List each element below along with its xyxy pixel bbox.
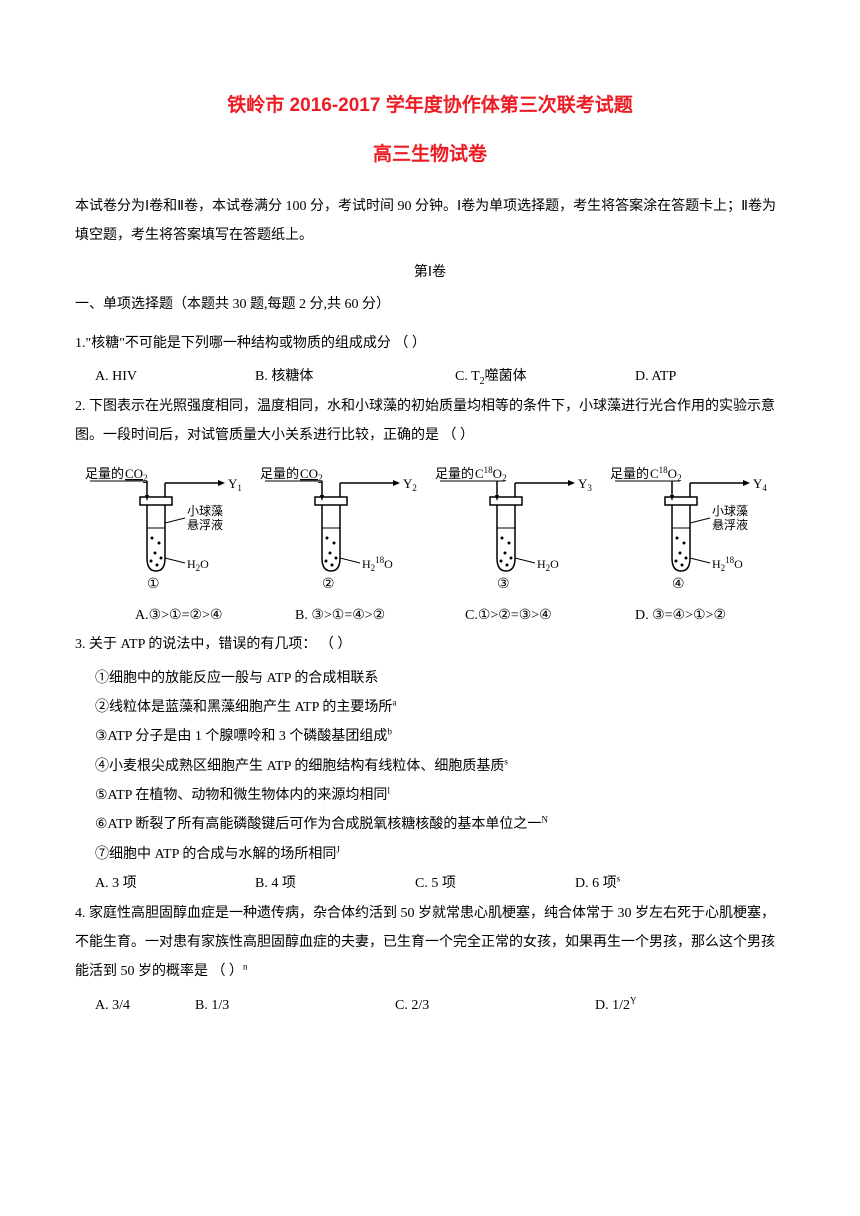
q3-item-7: ⑦细胞中 ATP 的合成与水解的场所相同J [75, 840, 785, 869]
q2-option-a: A.③>①=②>④ [135, 601, 295, 630]
question-1: 1."核糖"不可能是下列哪一种结构或物质的组成成分 （ ） [75, 329, 785, 358]
section-description: 一、单项选择题（本题共 30 题,每题 2 分,共 60 分） [75, 291, 785, 319]
question-3: 3. 关于 ATP 的说法中，错误的有几项： （ ） [75, 630, 785, 659]
exam-title: 铁岭市 2016-2017 学年度协作体第三次联考试题 [75, 90, 785, 117]
svg-text:足量的: 足量的 [610, 466, 649, 481]
svg-text:Y2: Y2 [403, 476, 417, 493]
svg-text:①: ① [147, 577, 160, 592]
q4-option-c: C. 2/3 [395, 991, 595, 1020]
svg-text:Y3: Y3 [578, 476, 592, 493]
q1-option-b: B. 核糖体 [255, 362, 455, 392]
flask-diagram-2: 足量的 CO2 Y2 H218O ② [260, 463, 425, 593]
svg-text:CO2: CO2 [300, 466, 323, 483]
question-2-options: A.③>①=②>④ B. ③>①=④>② C.①>②=③>④ D. ③=④>①>… [75, 601, 785, 630]
section-label: 第Ⅰ卷 [75, 261, 785, 281]
q3-item-6: ⑥ATP 断裂了所有高能磷酸键后可作为合成脱氧核糖核酸的基本单位之一N [75, 810, 785, 839]
svg-text:足量的: 足量的 [435, 466, 474, 481]
svg-text:C18O2: C18O2 [650, 465, 682, 483]
q3-option-b: B. 4 项 [255, 869, 415, 898]
q4-option-b: B. 1/3 [195, 991, 395, 1020]
svg-text:②: ② [322, 577, 335, 592]
svg-text:足量的: 足量的 [85, 466, 124, 481]
exam-intro: 本试卷分为Ⅰ卷和Ⅱ卷，本试卷满分 100 分，考试时间 90 分钟。Ⅰ卷为单项选… [75, 192, 785, 251]
flask-diagrams: 足量的 CO2 Y1 小球藻 悬浮液 H2O ① 足量的 [75, 463, 785, 593]
q1-option-c: C. T2噬菌体 [455, 362, 635, 392]
q3-item-1: ①细胞中的放能反应一般与 ATP 的合成相联系 [75, 664, 785, 693]
svg-text:小球藻: 小球藻 [187, 504, 223, 518]
q3-item-3: ③ATP 分子是由 1 个腺嘌呤和 3 个磷酸基团组成b [75, 722, 785, 751]
svg-text:④: ④ [672, 577, 685, 592]
flask-diagram-1: 足量的 CO2 Y1 小球藻 悬浮液 H2O ① [85, 463, 250, 593]
svg-text:H2O: H2O [537, 557, 559, 573]
question-4-options: A. 3/4 B. 1/3 C. 2/3 D. 1/2Y [75, 991, 785, 1020]
question-4: 4. 家庭性高胆固醇血症是一种遗传病，杂合体约活到 50 岁就常患心肌梗塞，纯合… [75, 899, 785, 987]
question-3-options: A. 3 项 B. 4 项 C. 5 项 D. 6 项s [75, 869, 785, 898]
svg-text:悬浮液: 悬浮液 [712, 517, 748, 532]
question-1-options: A. HIV B. 核糖体 C. T2噬菌体 D. ATP [75, 362, 785, 392]
svg-text:③: ③ [497, 577, 510, 592]
flask-diagram-3: 足量的 C18O2 Y3 H2O ③ [435, 463, 600, 593]
exam-subtitle: 高三生物试卷 [75, 139, 785, 166]
svg-text:H2O: H2O [187, 557, 209, 573]
svg-text:C18O2: C18O2 [475, 465, 507, 483]
q4-option-a: A. 3/4 [95, 991, 195, 1020]
flask-diagram-4: 足量的 C18O2 Y4 小球藻 悬浮液 H218O ④ [610, 463, 775, 593]
q3-option-c: C. 5 项 [415, 869, 575, 898]
q1-option-d: D. ATP [635, 362, 755, 392]
svg-text:足量的: 足量的 [260, 466, 299, 481]
q3-item-4: ④小麦根尖成熟区细胞产生 ATP 的细胞结构有线粒体、细胞质基质s [75, 752, 785, 781]
q3-item-2: ②线粒体是蓝藻和黑藻细胞产生 ATP 的主要场所a [75, 693, 785, 722]
svg-text:小球藻: 小球藻 [712, 504, 748, 518]
q2-option-c: C.①>②=③>④ [465, 601, 635, 630]
q3-item-5: ⑤ATP 在植物、动物和微生物体内的来源均相同l [75, 781, 785, 810]
question-2: 2. 下图表示在光照强度相同，温度相同，水和小球藻的初始质量均相等的条件下，小球… [75, 392, 785, 451]
q3-option-a: A. 3 项 [95, 869, 255, 898]
svg-text:H218O: H218O [712, 555, 743, 573]
svg-text:H218O: H218O [362, 555, 393, 573]
svg-text:悬浮液: 悬浮液 [187, 517, 223, 532]
q2-option-d: D. ③=④>①>② [635, 601, 726, 630]
svg-text:Y4: Y4 [753, 476, 767, 493]
q2-option-b: B. ③>①=④>② [295, 601, 465, 630]
q3-option-d: D. 6 项s [575, 869, 695, 898]
svg-text:Y1: Y1 [228, 476, 242, 493]
svg-text:CO2: CO2 [125, 466, 148, 483]
q4-option-d: D. 1/2Y [595, 991, 637, 1020]
q1-option-a: A. HIV [95, 362, 255, 392]
